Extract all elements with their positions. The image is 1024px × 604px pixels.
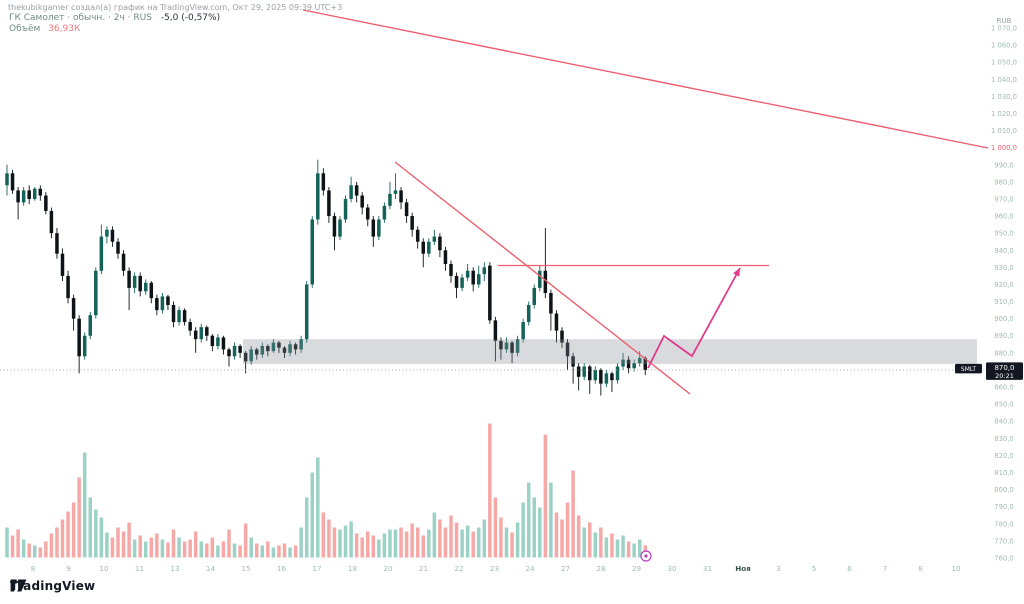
svg-text:22: 22	[454, 564, 463, 573]
svg-text:890,0: 890,0	[994, 332, 1013, 340]
svg-text:860,0: 860,0	[994, 384, 1013, 392]
svg-text:1 070,0: 1 070,0	[991, 25, 1017, 33]
svg-text:20: 20	[383, 564, 393, 573]
svg-text:10: 10	[951, 564, 961, 573]
svg-text:28: 28	[596, 564, 606, 573]
svg-text:800,0: 800,0	[994, 486, 1013, 494]
svg-text:940,0: 940,0	[994, 247, 1013, 255]
svg-text:20:21: 20:21	[995, 372, 1014, 380]
drawings-layer[interactable]	[302, 9, 989, 395]
svg-text:990,0: 990,0	[994, 161, 1013, 169]
tradingview-watermark[interactable]: TradingView	[10, 579, 95, 593]
svg-text:21: 21	[419, 564, 428, 573]
svg-text:16: 16	[277, 564, 287, 573]
volume-label: Объём	[9, 24, 41, 34]
svg-text:970,0: 970,0	[994, 195, 1013, 203]
svg-text:17: 17	[312, 564, 321, 573]
volume-layer[interactable]	[5, 423, 647, 558]
tradingview-logo-text: TradingView	[10, 579, 96, 593]
svg-text:9: 9	[66, 564, 71, 573]
svg-text:29: 29	[632, 564, 642, 573]
volume-value: 36,93К	[48, 24, 81, 34]
svg-text:1 030,0: 1 030,0	[991, 93, 1017, 101]
svg-text:23: 23	[490, 564, 499, 573]
svg-text:10: 10	[99, 564, 109, 573]
svg-text:6: 6	[847, 564, 852, 573]
svg-text:1 040,0: 1 040,0	[991, 76, 1017, 84]
svg-text:24: 24	[525, 564, 535, 573]
attribution: thekubikgamer создал(а) график на Tradin…	[8, 3, 343, 12]
svg-text:870,0: 870,0	[994, 364, 1014, 372]
price-change: -5,0 (-0,57%)	[160, 13, 221, 23]
svg-text:7: 7	[883, 564, 888, 573]
svg-text:910,0: 910,0	[994, 298, 1013, 306]
svg-text:830,0: 830,0	[994, 435, 1013, 443]
price-axis[interactable]: RUB 760,0 770,0 780,0 790,0 800,0 810,0 820,0 83…	[991, 17, 1017, 563]
svg-text:780,0: 780,0	[994, 520, 1013, 528]
svg-text:8: 8	[918, 564, 923, 573]
svg-text:960,0: 960,0	[994, 213, 1013, 221]
svg-text:1 000,0: 1 000,0	[991, 144, 1017, 152]
svg-text:30: 30	[667, 564, 677, 573]
svg-text:1 050,0: 1 050,0	[991, 59, 1017, 67]
svg-text:RUB: RUB	[997, 17, 1012, 25]
svg-text:1 020,0: 1 020,0	[991, 110, 1017, 118]
candles-layer[interactable]	[5, 159, 647, 396]
support-zone[interactable]	[243, 339, 977, 364]
svg-text:SMLT: SMLT	[961, 366, 977, 373]
event-marker-icon[interactable]	[640, 550, 652, 562]
svg-text:820,0: 820,0	[994, 452, 1013, 460]
svg-text:810,0: 810,0	[994, 469, 1013, 477]
svg-text:1 060,0: 1 060,0	[991, 42, 1017, 50]
svg-text:840,0: 840,0	[994, 418, 1013, 426]
volume-legend[interactable]: Объём 36,93К	[9, 24, 80, 34]
svg-text:27: 27	[561, 564, 570, 573]
svg-text:850,0: 850,0	[994, 401, 1013, 409]
svg-text:920,0: 920,0	[994, 281, 1013, 289]
svg-text:760,0: 760,0	[994, 555, 1013, 563]
svg-text:5: 5	[812, 564, 817, 573]
symbol-legend[interactable]: ГК Самолет · обычн. · 2ч · RUS -5,0 (-0,…	[9, 13, 220, 23]
price-badges: SMLT 870,020:21	[955, 362, 1023, 380]
svg-text:880,0: 880,0	[994, 349, 1013, 357]
svg-text:11: 11	[135, 564, 144, 573]
svg-text:13: 13	[170, 564, 179, 573]
svg-text:8: 8	[31, 564, 36, 573]
symbol-title[interactable]: ГК Самолет · обычн. · 2ч · RUS	[9, 13, 152, 23]
svg-text:31: 31	[703, 564, 712, 573]
svg-text:1 010,0: 1 010,0	[991, 127, 1017, 135]
tradingview-logo-icon	[10, 579, 27, 592]
svg-text:950,0: 950,0	[994, 230, 1013, 238]
svg-text:Ноя: Ноя	[735, 564, 751, 573]
svg-text:15: 15	[241, 564, 250, 573]
svg-text:770,0: 770,0	[994, 537, 1013, 545]
svg-text:900,0: 900,0	[994, 315, 1013, 323]
time-axis[interactable]: 8 9 10 11 13 14 15 16 17 18 20 21 22 23 24 27 28 29 30 31 Но…	[31, 564, 961, 573]
svg-text:930,0: 930,0	[994, 264, 1013, 272]
svg-text:3: 3	[776, 564, 781, 573]
svg-text:18: 18	[348, 564, 358, 573]
svg-text:980,0: 980,0	[994, 178, 1013, 186]
svg-text:14: 14	[206, 564, 216, 573]
svg-text:790,0: 790,0	[994, 503, 1013, 511]
